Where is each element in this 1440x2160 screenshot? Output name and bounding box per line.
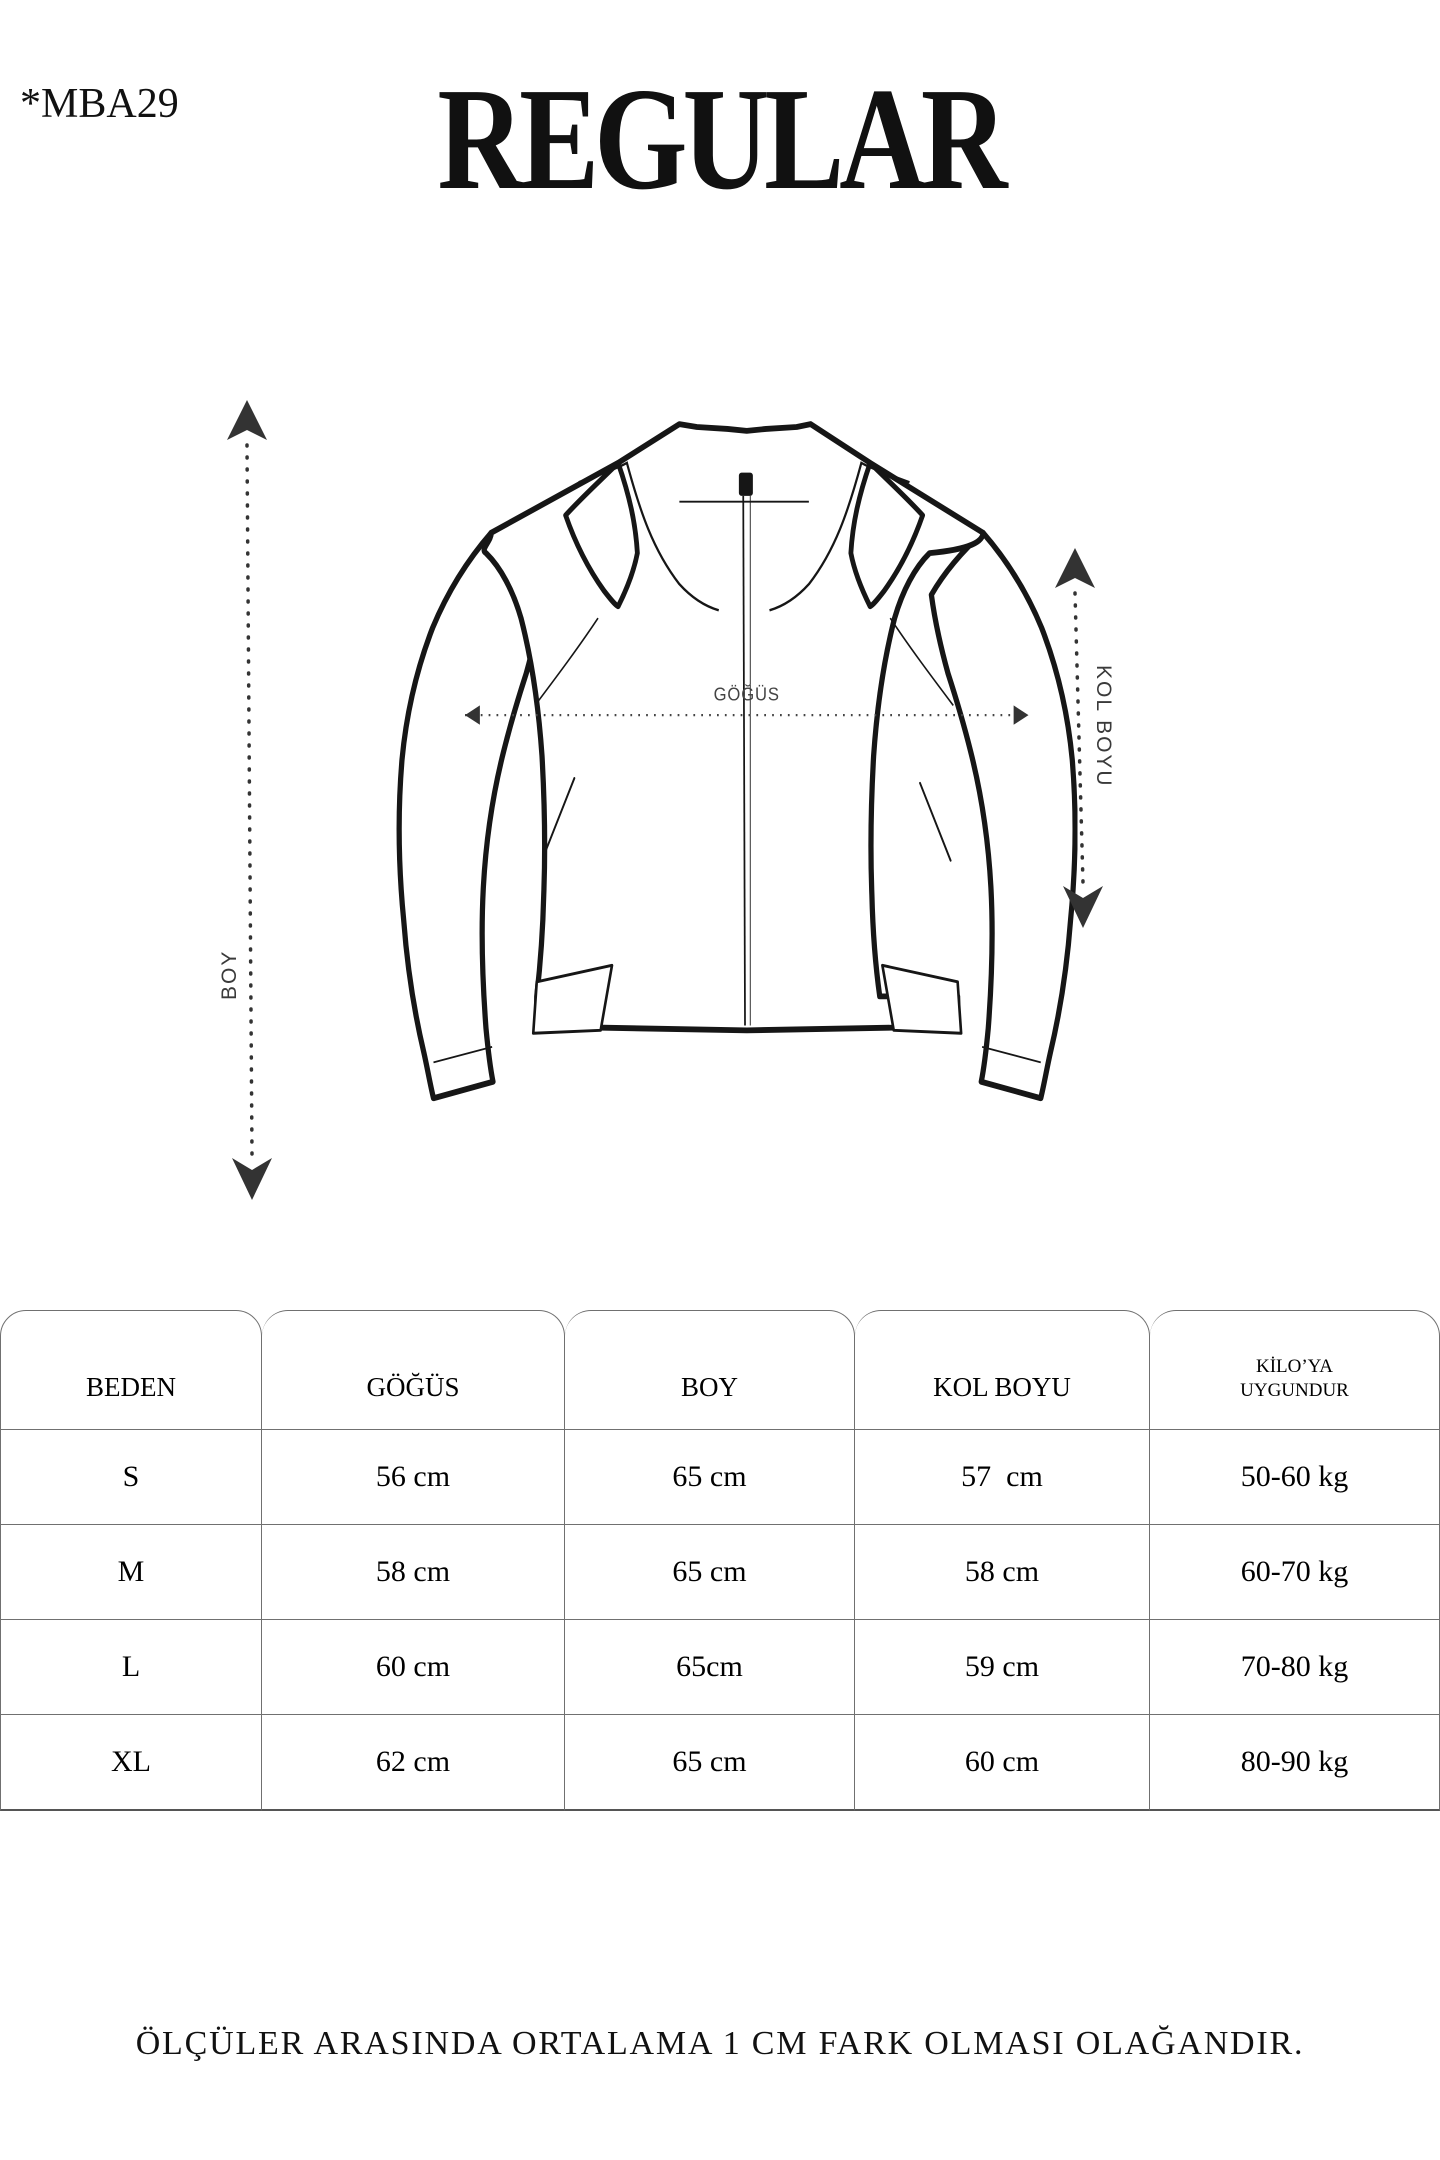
svg-text:GÖĞÜS: GÖĞÜS — [714, 683, 780, 705]
